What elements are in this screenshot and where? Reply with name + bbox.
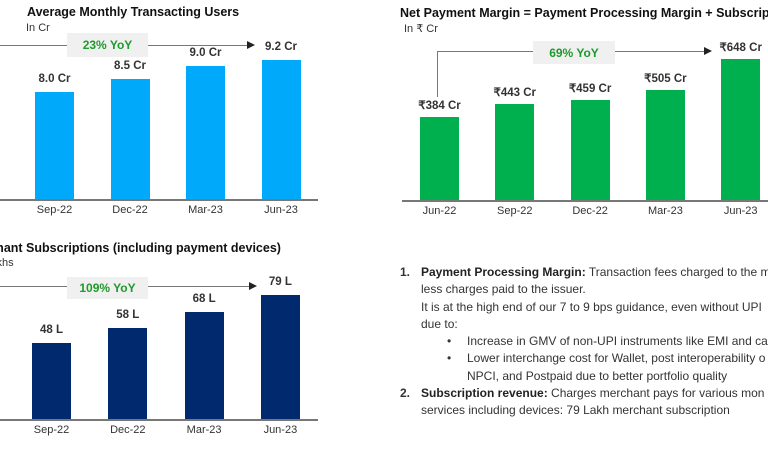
- bar-jun-23: [261, 60, 301, 199]
- x-tick-label: Sep-22: [36, 204, 73, 216]
- data-label: ₹648 Cr: [719, 41, 762, 54]
- bullet-text-continued: NPCI, and Postpaid due to better portfol…: [467, 368, 728, 383]
- x-axis: [0, 199, 318, 201]
- chart-monthly-transacting-users: Average Monthly Transacting Users In Cr …: [0, 0, 330, 225]
- note-line: services including devices: 79 Lakh merc…: [421, 403, 730, 418]
- bullet-item: • Lower interchange cost for Wallet, post…: [400, 350, 768, 367]
- bar-mar-23: [645, 90, 685, 200]
- bar-jun-23: [260, 295, 300, 419]
- bar-dec-22: [110, 78, 150, 199]
- data-label: 58 L: [116, 308, 140, 321]
- chart-subtitle: In Cr: [26, 22, 50, 34]
- bullet-icon: •: [447, 351, 452, 366]
- chart-net-payment-margin: Net Payment Margin = Payment Processing …: [400, 6, 768, 217]
- note-heading: Subscription revenue:: [421, 386, 548, 401]
- chart-subtitle: In ₹ Cr: [404, 23, 438, 35]
- data-label: 9.2 Cr: [265, 41, 297, 54]
- yoy-badge: 109% YoY: [67, 277, 148, 299]
- note-text: Transaction fees charged to the m: [585, 265, 768, 279]
- bar-mar-23: [186, 65, 225, 199]
- data-label: ₹459 Cr: [568, 83, 612, 96]
- data-label: 79 L: [268, 276, 292, 288]
- chart-merchant-subscriptions: Merchant Subscriptions (including paymen…: [0, 230, 330, 450]
- bar-dec-22: [570, 100, 610, 200]
- data-label: ₹384 Cr: [418, 99, 461, 112]
- x-tick-label: Dec-22: [572, 205, 608, 217]
- data-label: 68 L: [192, 293, 216, 306]
- note-line: less charges paid to the issuer.: [421, 282, 586, 297]
- note-item-1: 1. Payment Processing Margin: Transactio…: [400, 264, 768, 281]
- bar-jun-23: [721, 58, 761, 200]
- bullet-text: Increase in GMV of non-UPI instruments l…: [467, 334, 768, 349]
- data-label: 8.5 Cr: [114, 59, 146, 72]
- yoy-badge: 69% YoY: [533, 41, 615, 64]
- x-tick-label: Mar-23: [647, 205, 683, 217]
- data-label: ₹443 Cr: [493, 86, 537, 99]
- note-line: due to:: [421, 316, 458, 331]
- notes-list: 1. Payment Processing Margin: Transactio…: [400, 264, 768, 420]
- arrow-head-icon: [704, 47, 712, 55]
- data-label: ₹505 Cr: [644, 73, 687, 86]
- bar-dec-22: [108, 327, 148, 419]
- chart-title: Average Monthly Transacting Users: [27, 5, 240, 19]
- yoy-badge: 23% YoY: [67, 33, 148, 57]
- note-number: 1.: [400, 265, 411, 279]
- bar-mar-23: [184, 312, 224, 419]
- bullet-text: Lower interchange cost for Wallet, post …: [467, 351, 766, 366]
- x-tick-label: Jun-23: [263, 424, 298, 436]
- chart-title: Merchant Subscriptions (including paymen…: [0, 241, 281, 255]
- note-heading: Payment Processing Margin:: [421, 265, 586, 279]
- x-tick-label: Jun-23: [723, 205, 758, 217]
- note-item-2: 2. Subscription revenue: Charges merchan…: [400, 385, 768, 402]
- bullet-icon: •: [447, 334, 452, 349]
- bar-sep-22: [32, 343, 71, 419]
- x-tick-label: Dec-22: [110, 424, 146, 436]
- x-axis: [402, 200, 768, 202]
- x-tick-label: Jun-23: [264, 204, 298, 216]
- bar-sep-22: [35, 92, 74, 199]
- chart-title: Net Payment Margin = Payment Processing …: [400, 6, 768, 20]
- x-tick-label: Dec-22: [112, 204, 148, 216]
- note-line: It is at the high end of our 7 to 9 bps …: [421, 299, 762, 314]
- data-label: 9.0 Cr: [189, 46, 222, 59]
- bar-jun-22: [420, 116, 459, 200]
- arrow-head-icon: [249, 282, 257, 290]
- x-tick-label: Mar-23: [188, 204, 223, 216]
- chart-subtitle: In Lakhs: [0, 257, 14, 269]
- data-label: 48 L: [39, 324, 63, 337]
- x-tick-label: Sep-22: [497, 205, 533, 217]
- note-number: 2.: [400, 386, 411, 401]
- bar-sep-22: [495, 103, 535, 200]
- x-tick-label: Sep-22: [33, 424, 70, 436]
- arrow-head-icon: [247, 41, 255, 49]
- yoy-arrow-line-vertical: [437, 51, 438, 97]
- x-axis: [0, 419, 318, 421]
- x-tick-label: Jun-22: [422, 205, 457, 217]
- bullet-item: • Increase in GMV of non-UPI instruments …: [400, 333, 768, 350]
- x-tick-label: Mar-23: [186, 424, 222, 436]
- data-label: 8.0 Cr: [38, 73, 71, 86]
- note-text: Charges merchant pays for various mon: [547, 386, 765, 401]
